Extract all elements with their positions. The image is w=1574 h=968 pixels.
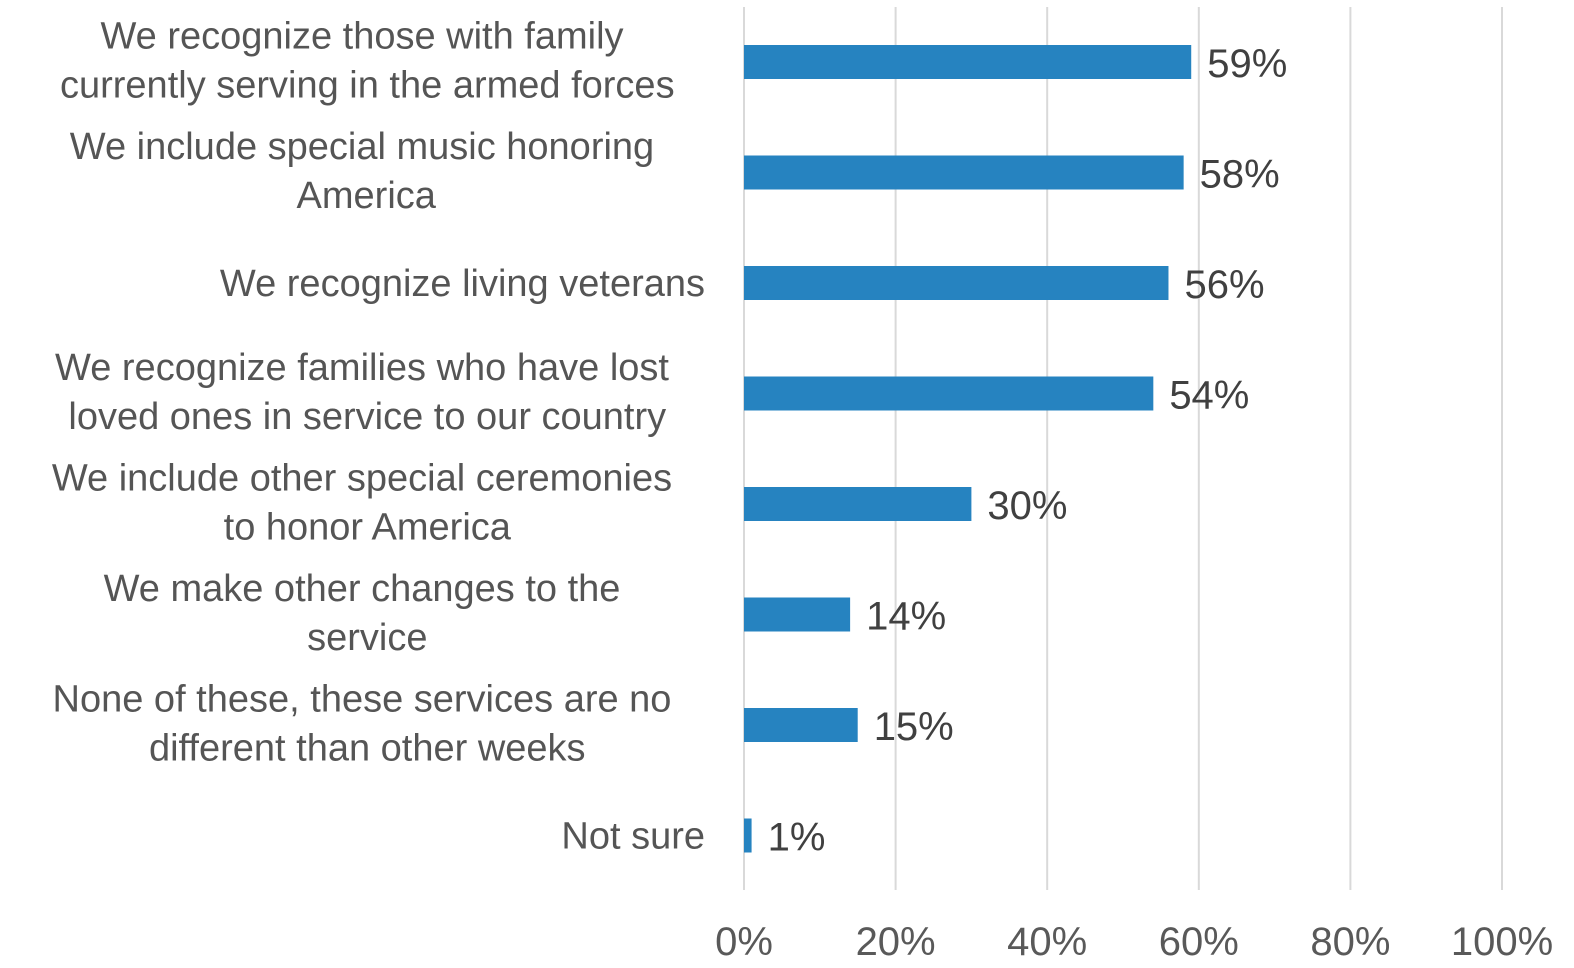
data-label: 58% <box>1200 153 1280 197</box>
bar <box>744 597 851 632</box>
bar <box>744 708 858 742</box>
x-tick-label: 60% <box>1159 920 1239 963</box>
category-label-line: Not sure <box>561 816 705 858</box>
bar <box>744 155 1184 190</box>
gridlines <box>743 7 1503 890</box>
category-label: We include special music honoring Americ… <box>70 126 654 217</box>
category-label-line: loved ones in service to our country <box>58 396 666 438</box>
x-tick-label: 40% <box>1007 920 1087 963</box>
x-axis-ticks: 0% 20% 40% 60% 80% 100% <box>715 920 1553 964</box>
data-label: 15% <box>874 705 954 749</box>
category-label-line: We include other special ceremonies <box>52 458 672 500</box>
bar <box>744 266 1169 300</box>
data-label: 54% <box>1169 374 1249 418</box>
x-tick-label: 20% <box>856 920 936 963</box>
category-label: We recognize living veterans <box>220 263 705 305</box>
category-label-line: We recognize families who have lost <box>55 347 669 389</box>
x-tick-label: 0% <box>715 920 773 963</box>
bar <box>744 45 1192 79</box>
category-labels: We recognize those with family currently… <box>49 16 705 858</box>
category-label-line: We include special music honoring <box>70 126 654 168</box>
category-label: None of these, these services are no dif… <box>53 679 672 770</box>
category-label-line: currently serving in the armed forces <box>49 65 674 107</box>
bar <box>744 487 972 521</box>
category-label-line: America <box>288 175 437 217</box>
x-tick-label: 100% <box>1451 920 1553 963</box>
category-label-line: to honor America <box>213 507 512 549</box>
category-label-line: different than other weeks <box>138 728 585 770</box>
data-label: 56% <box>1184 263 1264 307</box>
data-labels: 59% 58% 56% 54% 30% 14% 15% 1% <box>768 42 1288 860</box>
category-label: We recognize those with family currently… <box>49 16 674 107</box>
category-label: We include other special ceremonies to h… <box>52 458 672 549</box>
category-label-line: service <box>297 617 428 659</box>
bar <box>744 818 752 853</box>
category-label-line: We recognize living veterans <box>220 263 705 305</box>
category-label: We recognize families who have lost love… <box>55 347 669 438</box>
category-label-line: We make other changes to the <box>104 568 621 610</box>
category-label-line: We recognize those with family <box>100 16 623 58</box>
bar <box>744 376 1154 411</box>
data-label: 1% <box>768 816 826 860</box>
bars <box>744 45 1192 853</box>
data-label: 14% <box>866 595 946 639</box>
data-label: 30% <box>987 484 1067 528</box>
category-label-line: None of these, these services are no <box>53 679 672 721</box>
category-label: Not sure <box>561 816 705 858</box>
x-tick-label: 80% <box>1310 920 1390 963</box>
data-label: 59% <box>1207 42 1287 86</box>
category-label: We make other changes to the service <box>104 568 621 659</box>
